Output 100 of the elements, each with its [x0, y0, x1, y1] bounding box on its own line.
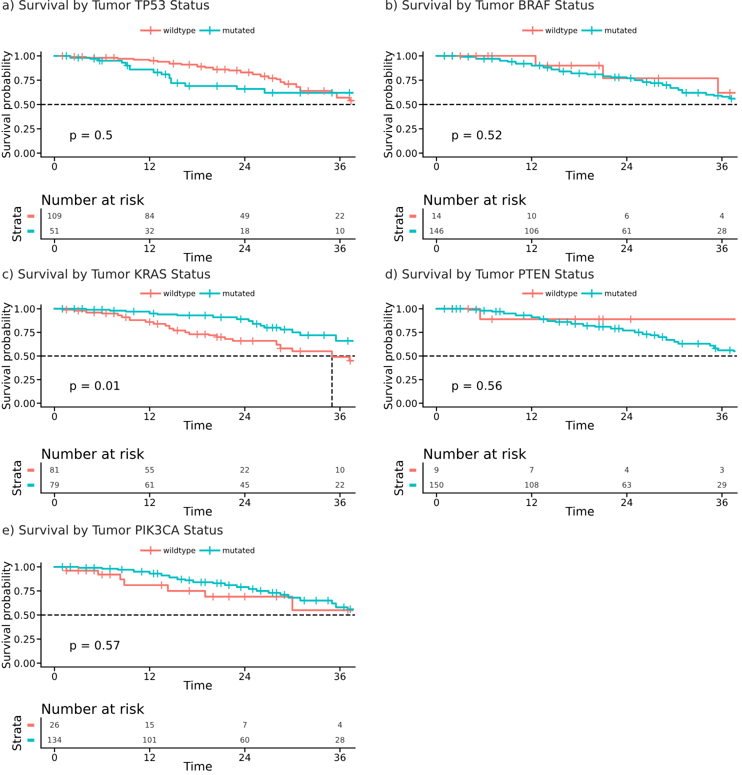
x-tick-label: 36	[334, 412, 346, 420]
y-tick-label: 1.00	[14, 305, 35, 313]
y-tick-label: -	[27, 214, 34, 218]
x-tick-label: 36	[716, 244, 728, 252]
y-tick-label: 0.25	[396, 125, 417, 133]
y-axis-title: Strata	[394, 207, 404, 242]
y-tick-label: 0.50	[14, 611, 35, 619]
y-tick-label: 0.75	[396, 76, 417, 84]
y-tick-label: 0.00	[14, 150, 35, 157]
y-axis-title: Survival probability	[2, 562, 12, 668]
chart-title: c) Survival by Tumor KRAS Status	[2, 268, 210, 282]
x-tick-label: 24	[621, 244, 632, 252]
x-tick-label: 36	[716, 412, 728, 420]
x-tick-label: 36	[334, 162, 346, 170]
x-tick-label: 0	[52, 244, 57, 252]
annotation: p = 0.5	[70, 130, 112, 142]
x-tick-label: 12	[526, 498, 537, 506]
annotation: p = 0.52	[452, 130, 502, 142]
x-axis-title: Time	[566, 170, 594, 180]
chart-title: Number at risk	[42, 194, 144, 206]
x-tick-label: 36	[716, 162, 728, 170]
y-axis-title: Survival probability	[2, 51, 12, 158]
x-axis-title: Time	[184, 762, 212, 771]
x-tick-label: 12	[144, 412, 155, 420]
annotation: p = 0.57	[70, 640, 120, 652]
x-tick-label: 0	[52, 754, 57, 762]
y-axis-title: Strata	[394, 461, 404, 496]
x-axis-title: Time	[184, 506, 212, 516]
y-tick-label: 0.00	[396, 150, 417, 157]
y-tick-label: 1.00	[14, 52, 35, 60]
y-tick-label: 1.00	[396, 305, 417, 313]
y-tick-label: 0.25	[396, 376, 417, 384]
x-tick-label: 0	[52, 412, 57, 420]
y-tick-label: 1.00	[396, 52, 417, 60]
y-axis-title: Strata	[12, 716, 22, 750]
x-tick-label: 0	[434, 498, 439, 506]
x-tick-label: 12	[144, 244, 155, 252]
x-tick-label: 24	[621, 498, 632, 506]
x-tick-label: 12	[144, 754, 155, 761]
chart-title: e) Survival by Tumor PIK3CA Status	[2, 524, 223, 538]
x-tick-label: 0	[52, 162, 57, 170]
y-tick-label: 1.00	[14, 563, 35, 571]
x-tick-label: 24	[239, 412, 250, 420]
x-tick-label: 24	[239, 244, 250, 252]
y-tick-label: 0.50	[14, 352, 35, 360]
y-tick-label: 0.00	[396, 400, 417, 408]
chart-title: Number at risk	[424, 448, 526, 460]
x-tick-label: 24	[239, 754, 250, 761]
y-tick-label: 0.00	[14, 400, 35, 408]
y-tick-label: 0.75	[14, 587, 35, 595]
x-tick-label: 12	[526, 162, 537, 170]
y-tick-label: 0.75	[14, 76, 35, 84]
annotation: p = 0.01	[70, 381, 120, 392]
y-tick-label: 0.00	[14, 660, 35, 667]
chart-title: Number at risk	[42, 448, 144, 460]
chart-title: Number at risk	[424, 194, 526, 206]
x-tick-label: 24	[239, 162, 250, 170]
x-tick-label: 24	[621, 412, 632, 420]
y-tick-label: 0.50	[396, 352, 417, 360]
x-tick-label: 0	[434, 244, 439, 252]
annotation: p = 0.56	[452, 381, 502, 392]
x-tick-label: 0	[434, 162, 439, 170]
y-axis-title: Survival probability	[384, 51, 394, 158]
x-tick-label: 0	[52, 672, 57, 680]
x-tick-label: 12	[144, 162, 155, 170]
y-tick-label: 0.50	[14, 100, 35, 108]
y-tick-label: 0.50	[396, 100, 417, 108]
y-tick-label: 0.75	[396, 328, 417, 336]
x-tick-label: 36	[716, 498, 728, 506]
x-tick-label: 24	[621, 162, 632, 170]
x-axis-title: Time	[184, 170, 212, 180]
x-axis-title: Time	[566, 420, 594, 430]
y-tick-label: -	[27, 230, 34, 233]
chart-title: d) Survival by Tumor PTEN Status	[386, 268, 594, 282]
x-axis-title: Time	[566, 252, 594, 262]
y-tick-label: -	[409, 468, 416, 472]
x-tick-label: 24	[239, 672, 250, 680]
x-tick-label: 12	[526, 244, 537, 252]
x-tick-label: 0	[434, 412, 439, 420]
y-tick-label: 0.25	[14, 376, 35, 384]
y-tick-label: -	[27, 468, 34, 472]
x-tick-label: 12	[526, 412, 537, 420]
y-axis-title: Survival probability	[384, 302, 394, 410]
y-tick-label: -	[27, 724, 34, 727]
x-tick-label: 0	[52, 498, 57, 506]
y-tick-label: -	[409, 214, 416, 218]
y-tick-label: 0.75	[14, 328, 35, 336]
y-tick-label: 0.25	[14, 636, 35, 643]
y-tick-label: -	[27, 484, 34, 487]
y-tick-label: -	[27, 738, 34, 742]
x-axis-title: Time	[184, 680, 212, 690]
y-axis-title: Strata	[12, 207, 22, 242]
x-tick-label: 36	[334, 498, 346, 506]
chart-title: Number at risk	[42, 703, 144, 714]
y-tick-label: 0.25	[14, 125, 35, 133]
chart-title: a) Survival by Tumor TP53 Status	[2, 0, 210, 12]
y-tick-label: -	[409, 230, 416, 233]
y-axis-title: Survival probability	[2, 302, 12, 410]
x-tick-label: 12	[144, 672, 155, 680]
y-tick-label: -	[409, 484, 416, 487]
